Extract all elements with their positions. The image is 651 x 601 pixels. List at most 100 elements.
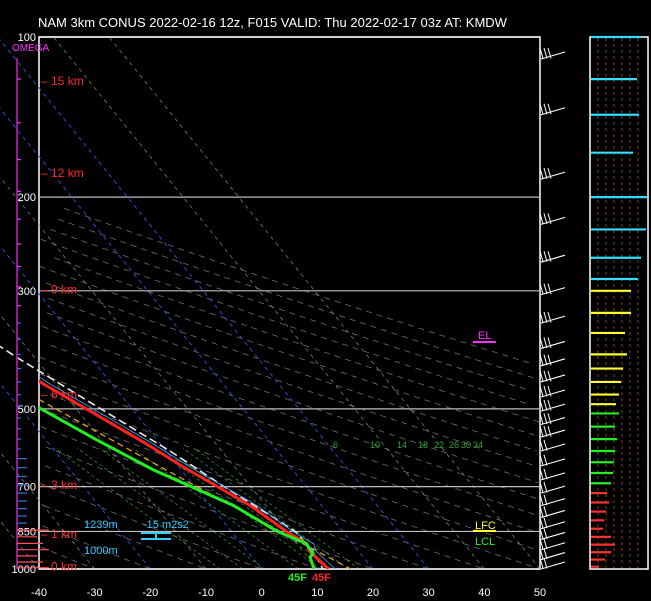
wind-barb-flag [543,337,548,349]
wind-barb [539,251,566,263]
dry-adiabat [44,505,207,570]
isotherm [0,38,430,570]
dry-adiabat [40,426,429,570]
pressure-tick-label: 300 [18,286,36,298]
wind-barb-flag [547,413,552,425]
wind-barb-flag [543,517,548,529]
wind-barb-shaft [540,485,566,494]
height-label: – 6 km [41,388,77,402]
right-wind-profile [589,35,649,570]
height-label: – 12 km [41,166,84,180]
isotherm [0,314,207,570]
wind-barb-flag [543,400,548,411]
mixing-ratio-line [132,447,299,570]
wind-barb-flag [539,413,544,425]
wind-barb-flag [547,251,552,262]
wind-barb-flag [543,481,548,493]
wind-barb-flag [543,213,548,224]
wind-barb-flag [547,167,552,179]
wind-barb-shaft [540,443,566,452]
wind-barb [539,468,566,481]
wind-barb-flag [539,311,544,323]
wind-barb-shaft [540,315,566,324]
mixing-ratio-label: 22 [434,440,444,450]
wind-barb-shaft [540,403,566,412]
pressure-tick-label: 100 [18,32,36,44]
profile-frame [589,36,649,570]
dry-adiabat [46,312,541,484]
wind-barb-flag [539,400,544,411]
wind-barb-flag [539,167,544,179]
wind-barb-shaft [540,458,566,467]
wind-barb-flag [543,103,548,115]
height-label: – 3 km [41,478,77,492]
wind-barb-flag [547,354,552,366]
lcl-marker: LCL [475,536,495,548]
dry-adiabat [58,218,539,380]
dry-adiabat [42,326,540,500]
pressure-tick-label: 1000 [12,564,36,576]
x-tick-label: -30 [87,587,103,599]
height-label: – 15 km [41,74,84,88]
wind-barb-flag [543,557,548,569]
wind-barb [539,47,566,60]
mixing-ratio-label: 6 [333,440,338,450]
wind-barb-shaft [540,51,566,60]
wind-barb-flag [543,385,548,397]
wind-barb [539,557,566,570]
isobars [39,36,540,570]
wind-barb [539,538,566,551]
wind-barb [539,548,566,561]
isotherm [0,245,263,570]
wind-barb-shaft [540,429,566,438]
wind-barb-flag [547,400,552,411]
wind-barb-flag [543,454,548,466]
wind-barb-flag [539,283,544,295]
wind-barb-flag [539,468,544,480]
dry-adiabat [50,345,536,515]
wind-barb-flag [539,548,544,560]
mixing-ratio-line [182,447,349,570]
wind-barb-shaft [540,287,566,296]
wind-barb-flag [539,506,544,518]
surface-temp-label: 45F [312,572,331,584]
mixing-ratio-label: 10 [370,440,380,450]
wind-barb [539,517,566,530]
wind-barb-flag [539,439,544,451]
wind-barb-flag [547,337,552,349]
background-lines [0,36,541,570]
wind-barb-flag [547,47,552,59]
height-label: – 0 km [41,560,77,574]
wind-barb-flag [543,283,548,295]
wind-barb-shaft [540,254,566,263]
dry-adiabat [39,356,535,532]
wind-barb-flag [543,538,548,550]
wind-barb-flag [543,425,548,437]
mixing-ratio-line [165,447,332,570]
wind-barb-flag [547,370,552,382]
dewpoint-trace [39,405,316,569]
wind-barb-shaft [540,358,566,367]
dry-adiabat [45,446,374,570]
parcel-trace [0,345,324,570]
wind-barb-flag [539,103,544,115]
wind-barb-flag [543,370,548,382]
dry-adiabat [54,257,541,423]
x-tick-label: -10 [198,587,214,599]
wind-barb-shaft [540,374,566,383]
mixing-ratio-label: 30 [461,440,471,450]
wind-barb-flag [547,385,552,397]
wind-barb-flag [539,538,544,550]
dry-adiabat [63,208,530,364]
dry-adiabat [45,282,538,452]
profile-traces [0,345,352,570]
height-annotation-1000m: 1000m [84,545,118,557]
wind-barb-shaft [540,498,566,507]
wind-barb [539,337,566,349]
wind-barb-flag [543,413,548,425]
dry-adiabat [39,482,262,570]
wind-barb-flag [547,425,552,437]
wind-barb-shaft [540,340,566,349]
wind-barb [539,528,566,540]
